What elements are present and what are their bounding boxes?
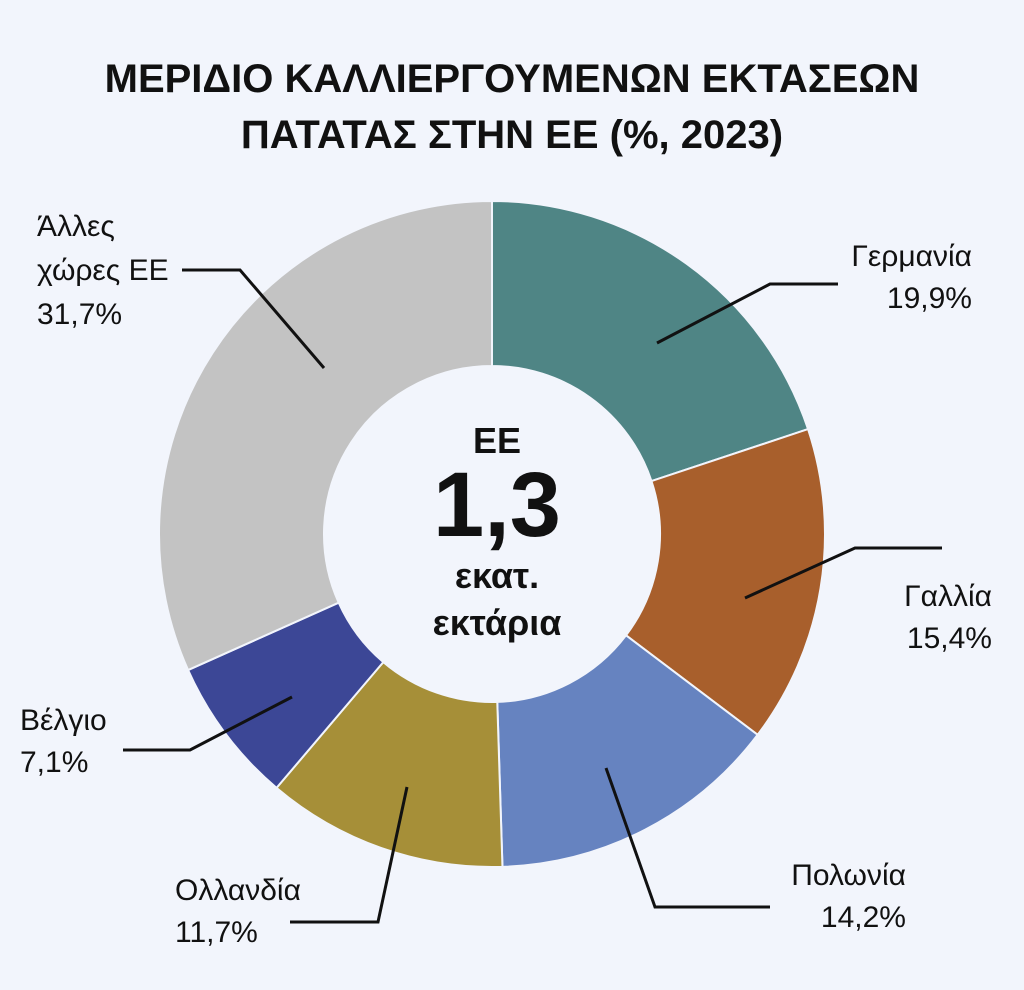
label-belgium-name: Βέλγιο: [20, 704, 107, 737]
label-netherlands-name: Ολλανδία: [175, 874, 301, 907]
slice-france: [624, 427, 826, 737]
slice-other: [158, 199, 493, 672]
chart-title-line-2: ΠΑΤΑΤΑΣ ΣΤΗΝ ΕΕ (%, 2023): [241, 113, 783, 157]
leader-line-poland: [604, 767, 770, 909]
slice-netherlands: [275, 660, 504, 868]
slice-germany: [491, 199, 810, 483]
label-other-value: 31,7%: [37, 298, 122, 331]
label-other-name-line-1: Άλλες: [37, 210, 115, 243]
label-germany-value: 19,9%: [887, 282, 972, 315]
label-france-name: Γαλλία: [904, 580, 992, 613]
leader-line-belgium: [123, 695, 293, 752]
label-other-name-line-2: χώρες ΕΕ: [37, 254, 169, 287]
center-label-line-3: εκατ.: [455, 555, 539, 596]
leader-lines: [123, 268, 942, 924]
label-netherlands-value: 11,7%: [175, 916, 258, 949]
center-label-line-4: εκτάρια: [433, 602, 562, 643]
center-label-line-1: ΕΕ: [473, 420, 521, 461]
slice-labels: Γερμανία 19,9% Γαλλία 15,4% Πολωνία 14,2…: [20, 210, 992, 949]
center-label: ΕΕ 1,3 εκατ. εκτάρια: [433, 420, 562, 643]
label-belgium-value: 7,1%: [20, 746, 88, 779]
label-poland-name: Πολωνία: [791, 859, 906, 892]
donut-slices: [158, 199, 826, 868]
leader-line-germany: [656, 282, 838, 345]
center-total-value: 1,3: [433, 454, 561, 556]
label-poland-value: 14,2%: [821, 901, 906, 934]
chart-title: ΜΕΡΙΔΙΟ ΚΑΛΛΙΕΡΓΟΥΜΕΝΩΝ ΕΚΤΑΣΕΩΝ ΠΑΤΑΤΑΣ…: [105, 57, 920, 157]
chart-title-line-1: ΜΕΡΙΔΙΟ ΚΑΛΛΙΕΡΓΟΥΜΕΝΩΝ ΕΚΤΑΣΕΩΝ: [105, 57, 920, 101]
label-germany-name: Γερμανία: [851, 240, 972, 273]
label-france-value: 15,4%: [907, 622, 992, 655]
slice-poland: [496, 633, 760, 868]
leader-line-netherlands: [290, 786, 409, 924]
leader-line-france: [744, 546, 942, 600]
leader-line-other: [182, 268, 326, 369]
